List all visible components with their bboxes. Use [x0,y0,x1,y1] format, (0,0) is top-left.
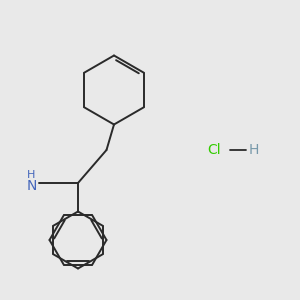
Text: N: N [26,179,37,193]
Text: H: H [248,143,259,157]
Text: Cl: Cl [208,143,221,157]
Text: H: H [27,170,36,181]
